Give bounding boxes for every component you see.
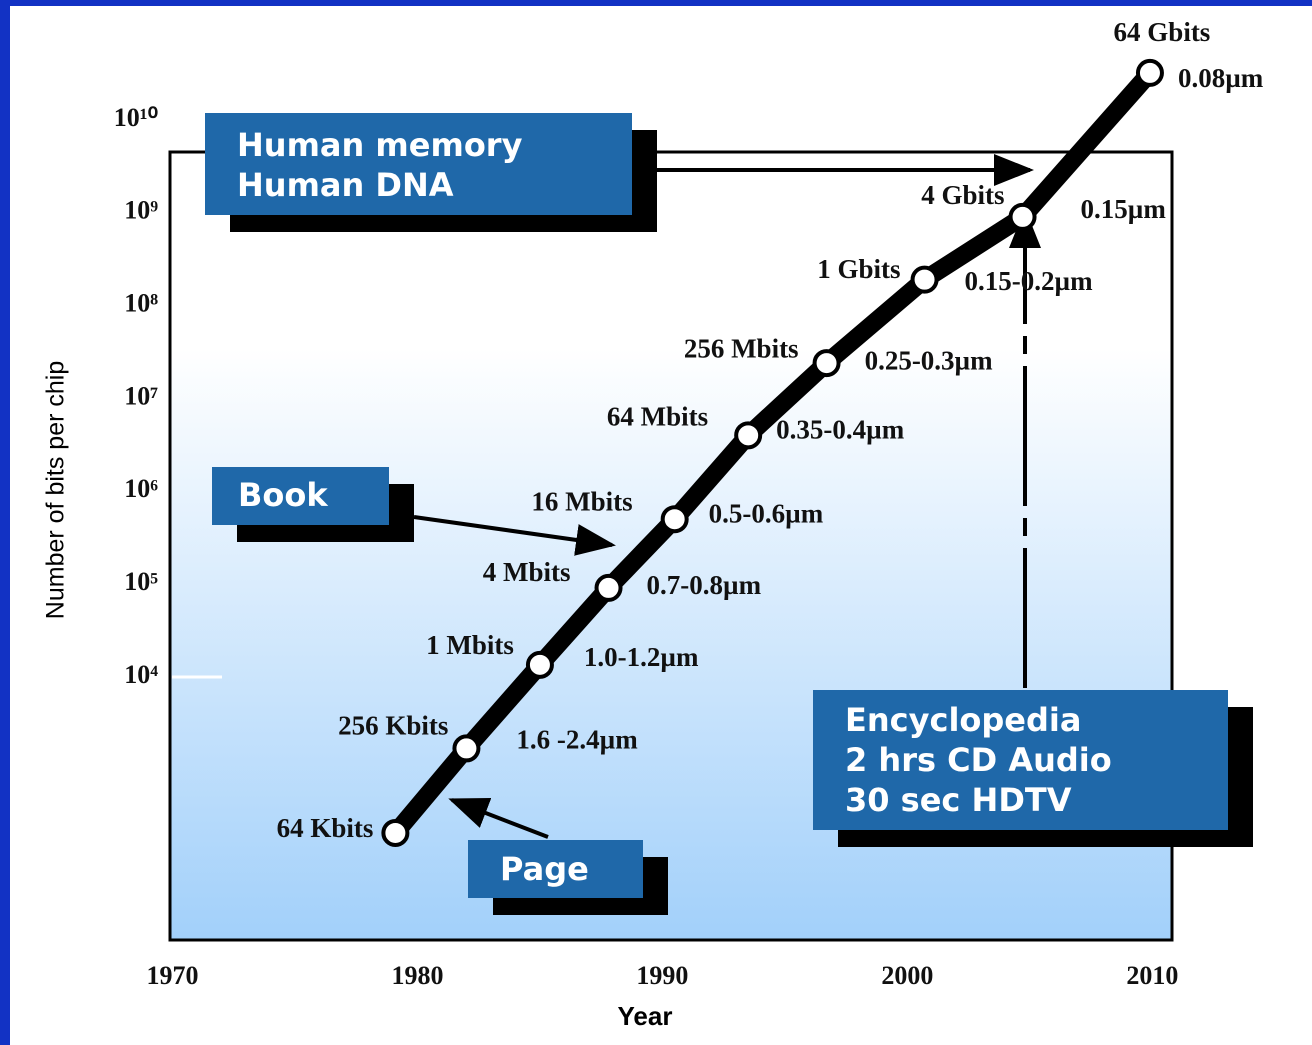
feature-label: 0.7-0.8µm bbox=[647, 570, 762, 600]
x-tick-label: 2010 bbox=[1126, 961, 1178, 990]
data-point bbox=[660, 505, 689, 534]
bit-label: 64 Kbits bbox=[277, 813, 374, 843]
y-tick-label: 10⁶ bbox=[124, 474, 158, 503]
callout-text: Page bbox=[500, 850, 589, 888]
y-axis-label: Number of bits per chip bbox=[42, 361, 70, 619]
callout-arrow bbox=[413, 515, 616, 556]
feature-label: 0.15µm bbox=[1081, 194, 1167, 224]
data-point bbox=[910, 265, 939, 294]
data-point bbox=[381, 818, 410, 847]
data-point bbox=[525, 650, 554, 679]
callout-text: 30 sec HDTV bbox=[845, 781, 1072, 819]
bit-label: 16 Mbits bbox=[531, 486, 632, 516]
callout-text: Human memory bbox=[237, 126, 523, 164]
y-tick-label: 10⁵ bbox=[124, 567, 158, 596]
callout-text: Book bbox=[238, 476, 328, 514]
bit-label: 4 Gbits bbox=[921, 180, 1004, 210]
feature-label: 0.5-0.6µm bbox=[709, 498, 824, 528]
data-line bbox=[388, 66, 1157, 839]
callout-box bbox=[205, 113, 632, 215]
callout-arrow bbox=[448, 798, 549, 839]
callout-text: 2 hrs CD Audio bbox=[845, 741, 1112, 779]
bit-label: 4 Mbits bbox=[483, 557, 571, 587]
callout-text: Human DNA bbox=[237, 166, 454, 204]
y-tick-label: 10¹⁰ bbox=[114, 103, 158, 132]
bit-label: 256 Mbits bbox=[684, 333, 799, 363]
callout-box bbox=[468, 840, 643, 898]
x-tick-label: 1970 bbox=[146, 961, 198, 990]
feature-label: 0.35-0.4µm bbox=[776, 415, 905, 445]
y-tick-label: 10⁴ bbox=[124, 660, 158, 689]
callout-text: Encyclopedia bbox=[845, 701, 1081, 739]
bit-label: 256 Kbits bbox=[338, 711, 448, 741]
y-tick-label: 10⁹ bbox=[124, 196, 158, 225]
data-point bbox=[734, 421, 763, 450]
x-tick-label: 1990 bbox=[636, 961, 688, 990]
feature-label: 1.0-1.2µm bbox=[584, 642, 699, 672]
bit-label: 1 Mbits bbox=[426, 630, 514, 660]
x-axis-label: Year bbox=[618, 1001, 673, 1031]
data-point bbox=[812, 349, 841, 378]
feature-label: 0.15-0.2µm bbox=[965, 266, 1094, 296]
data-point bbox=[1008, 202, 1037, 231]
data-point bbox=[1135, 58, 1164, 87]
x-tick-label: 1980 bbox=[391, 961, 443, 990]
x-tick-label: 2000 bbox=[881, 961, 933, 990]
bit-label: 64 Gbits bbox=[1114, 17, 1211, 47]
bit-label: 64 Mbits bbox=[607, 402, 708, 432]
y-tick-label: 10⁸ bbox=[124, 288, 158, 317]
feature-label: 0.08µm bbox=[1178, 63, 1264, 93]
chart-layer: 1970 1980 1990 2000 2010 10⁴ 10⁵ 10⁶ 10⁷ 10⁸ 10⁹ 10… bbox=[114, 17, 1264, 990]
y-tick-label: 10⁷ bbox=[124, 381, 158, 410]
callout-box bbox=[813, 690, 1228, 830]
data-point bbox=[594, 573, 623, 602]
data-point bbox=[452, 734, 481, 763]
callout-box bbox=[212, 467, 389, 525]
feature-label: 1.6 -2.4µm bbox=[516, 725, 638, 755]
bit-label: 1 Gbits bbox=[817, 254, 900, 284]
feature-label: 0.25-0.3µm bbox=[865, 345, 994, 375]
